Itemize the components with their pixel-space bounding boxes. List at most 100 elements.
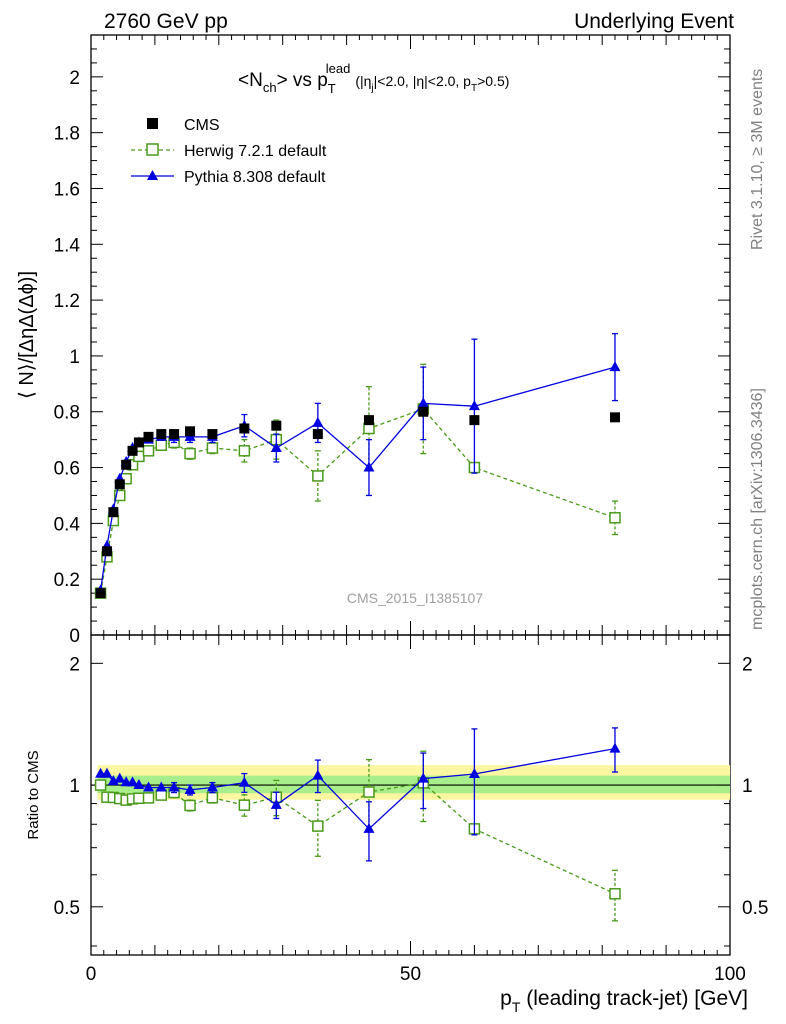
legend-marker-pythia xyxy=(147,170,158,180)
y-tick-label: 1.4 xyxy=(54,235,81,256)
ratio-tick-label-left: 1 xyxy=(69,776,80,797)
ratio-tick-label-right: 0.5 xyxy=(742,898,768,919)
analysis-watermark: CMS_2015_I1385107 xyxy=(347,590,483,606)
cms-point xyxy=(169,429,180,440)
x-tick-label: 100 xyxy=(714,964,746,985)
cms-point xyxy=(239,423,250,434)
legend: CMS Herwig 7.2.1 default Pythia 8.308 de… xyxy=(131,117,327,186)
legend-label-cms: CMS xyxy=(184,117,220,134)
cms-point xyxy=(143,431,154,442)
y-axis-label: ⟨ N⟩/[ΔηΔ(Δϕ)] xyxy=(16,271,38,399)
pythia-point xyxy=(363,461,375,472)
herwig-ratio-point xyxy=(312,820,324,832)
pythia-point xyxy=(417,397,429,408)
pythia-ratio-point xyxy=(417,772,429,783)
ratio-uncertainty-band xyxy=(91,765,730,800)
cms-point xyxy=(133,437,144,448)
pythia-point xyxy=(312,416,324,427)
cms-point xyxy=(127,445,138,456)
legend-label-pythia: Pythia 8.308 default xyxy=(184,169,326,186)
ratio-tick-label-left: 2 xyxy=(69,654,80,675)
legend-marker-herwig xyxy=(146,143,159,156)
y-tick-label: 1.2 xyxy=(54,291,80,312)
y-tick-label: 1.6 xyxy=(54,179,80,200)
legend-marker-cms xyxy=(147,118,158,129)
herwig-ratio-point xyxy=(609,888,621,900)
pythia-ratio-point xyxy=(206,781,218,792)
pythia-point xyxy=(270,442,282,453)
cms-point xyxy=(363,415,374,426)
herwig-point xyxy=(142,445,155,457)
pythia-ratio-point xyxy=(133,779,145,790)
pythia-line xyxy=(99,366,616,591)
herwig-ratio-point xyxy=(133,792,145,805)
cms-point xyxy=(469,415,480,426)
y-tick-label: 1 xyxy=(69,347,80,368)
herwig-point xyxy=(609,512,621,524)
cms-point xyxy=(312,429,323,440)
pythia-ratio-point xyxy=(609,742,621,753)
x-axis-label: pT (leading track-jet) [GeV] xyxy=(500,987,748,1015)
header-left: 2760 GeV pp xyxy=(104,10,228,33)
herwig-ratio-point xyxy=(238,799,251,811)
ratio-tick-label-right: 2 xyxy=(742,654,753,675)
y-tick-label: 0.4 xyxy=(54,514,81,535)
ratio-marks xyxy=(94,727,621,922)
pythia-ratio-point xyxy=(143,781,155,792)
y-tick-label: 1.8 xyxy=(54,124,80,145)
legend-label-herwig: Herwig 7.2.1 default xyxy=(184,143,327,160)
cms-point xyxy=(95,588,106,599)
rivet-label: Rivet 3.1.10, ≥ 3M events xyxy=(749,69,766,250)
pythia-ratio-point xyxy=(270,798,282,809)
y-tick-label: 0.2 xyxy=(54,570,80,591)
pythia-ratio-point xyxy=(238,776,250,787)
ratio-y-axis-label: Ratio to CMS xyxy=(25,750,42,839)
herwig-point xyxy=(155,439,168,451)
pythia-ratio-point xyxy=(363,822,375,833)
herwig-ratio-point xyxy=(206,791,219,804)
herwig-ratio-point xyxy=(363,786,375,798)
x-tick-label: 50 xyxy=(400,964,421,985)
cms-point xyxy=(108,507,119,518)
y-tick-label: 0 xyxy=(69,626,80,647)
cms-point xyxy=(271,420,282,431)
cms-point xyxy=(185,426,196,437)
ratio-tick-label-right: 1 xyxy=(742,776,753,797)
pythia-ratio-point xyxy=(184,783,196,794)
plot-title: <Nch> vs pTlead(|ηj|<2.0, |η|<2.0, pT>0.… xyxy=(238,61,509,96)
cms-point xyxy=(418,406,429,417)
x-tick-label: 0 xyxy=(86,964,97,985)
mcplots-label: mcplots.cern.ch [arXiv:1306.3436] xyxy=(749,388,766,630)
pythia-ratio-point xyxy=(155,781,167,792)
cms-point xyxy=(121,459,132,470)
cms-point xyxy=(156,429,167,440)
pythia-ratio-point xyxy=(312,769,324,780)
y-tick-label: 0.8 xyxy=(54,403,80,424)
y-tick-label: 0.6 xyxy=(54,459,80,480)
pythia-ratio-point xyxy=(101,767,113,778)
herwig-ratio-point xyxy=(142,792,155,804)
herwig-point xyxy=(312,470,324,482)
pythia-ratio-point xyxy=(127,776,139,787)
herwig-point xyxy=(114,489,126,502)
pythia-point xyxy=(609,361,621,372)
data-marks xyxy=(94,332,621,599)
pythia-ratio-point xyxy=(168,781,180,792)
axis-ticks xyxy=(90,34,731,955)
cms-point xyxy=(609,412,620,423)
ratio-tick-label-left: 0.5 xyxy=(54,898,80,919)
herwig-ratio-point xyxy=(94,779,107,791)
y-tick-label: 2 xyxy=(69,68,80,89)
herwig-point xyxy=(184,447,196,460)
herwig-ratio-point xyxy=(184,799,196,812)
pythia-point xyxy=(468,400,480,411)
pythia-ratio-point xyxy=(114,772,126,783)
cms-point xyxy=(207,429,218,440)
herwig-point xyxy=(238,445,251,457)
cms-point xyxy=(114,479,125,490)
band-inner xyxy=(97,775,730,794)
cms-point xyxy=(101,546,112,557)
pythia-ratio-point xyxy=(468,768,480,779)
herwig-ratio-point xyxy=(155,789,168,801)
